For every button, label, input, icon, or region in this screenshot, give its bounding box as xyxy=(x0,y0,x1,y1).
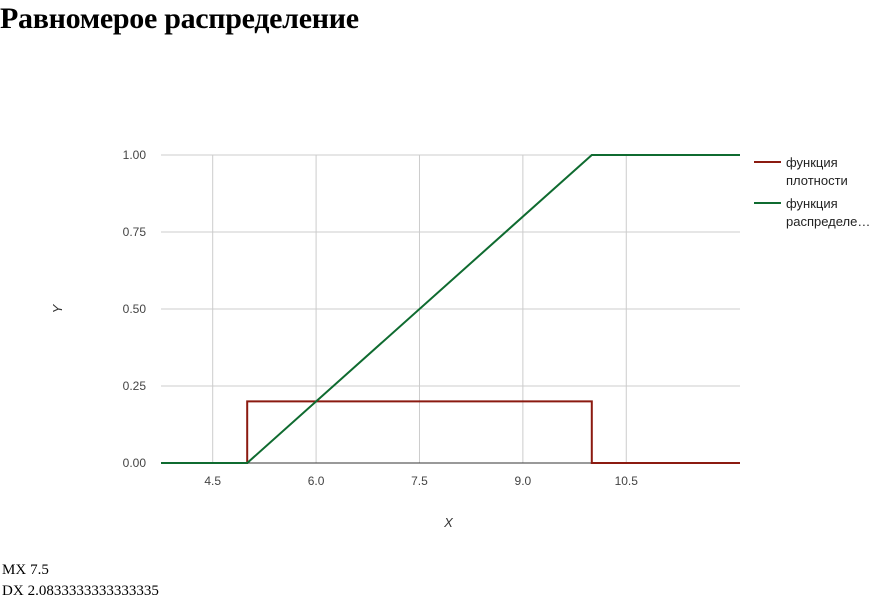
x-tick-label: 7.5 xyxy=(411,474,428,488)
y-tick-label: 0.25 xyxy=(123,379,147,393)
legend-label-1: плотности xyxy=(786,173,848,188)
x-tick-label: 4.5 xyxy=(204,474,221,488)
chart: 0.00 0.25 0.50 0.75 1.00 4.5 6.0 7.5 9.0 10.5 X Yфу… xyxy=(50,148,870,530)
dx-stat: DX 2.0833333333333335 xyxy=(2,583,159,600)
mx-label: MX xyxy=(2,562,27,578)
legend-label-2: распределе… xyxy=(786,214,870,229)
dx-value: 2.0833333333333335 xyxy=(27,583,159,599)
mx-stat: MX 7.5 xyxy=(2,562,49,579)
mx-value: 7.5 xyxy=(30,562,49,578)
y-tick-label: 0.75 xyxy=(123,225,147,239)
page-title: Равномерое распределение xyxy=(0,2,359,35)
legend-label-2: функция xyxy=(786,196,838,211)
series-line-1 xyxy=(161,400,740,464)
legend-label-1: функция xyxy=(786,155,838,170)
y-tick-label: 0.00 xyxy=(123,456,147,470)
x-tick-label: 9.0 xyxy=(515,474,532,488)
x-tick-label: 6.0 xyxy=(308,474,325,488)
y-axis-title: Y xyxy=(50,303,65,313)
x-axis-title: X xyxy=(443,515,454,530)
y-tick-label: 1.00 xyxy=(123,148,147,162)
x-tick-label: 10.5 xyxy=(615,474,639,488)
y-tick-label: 0.50 xyxy=(123,302,147,316)
dx-label: DX xyxy=(2,583,24,599)
series-line-2 xyxy=(161,154,740,464)
